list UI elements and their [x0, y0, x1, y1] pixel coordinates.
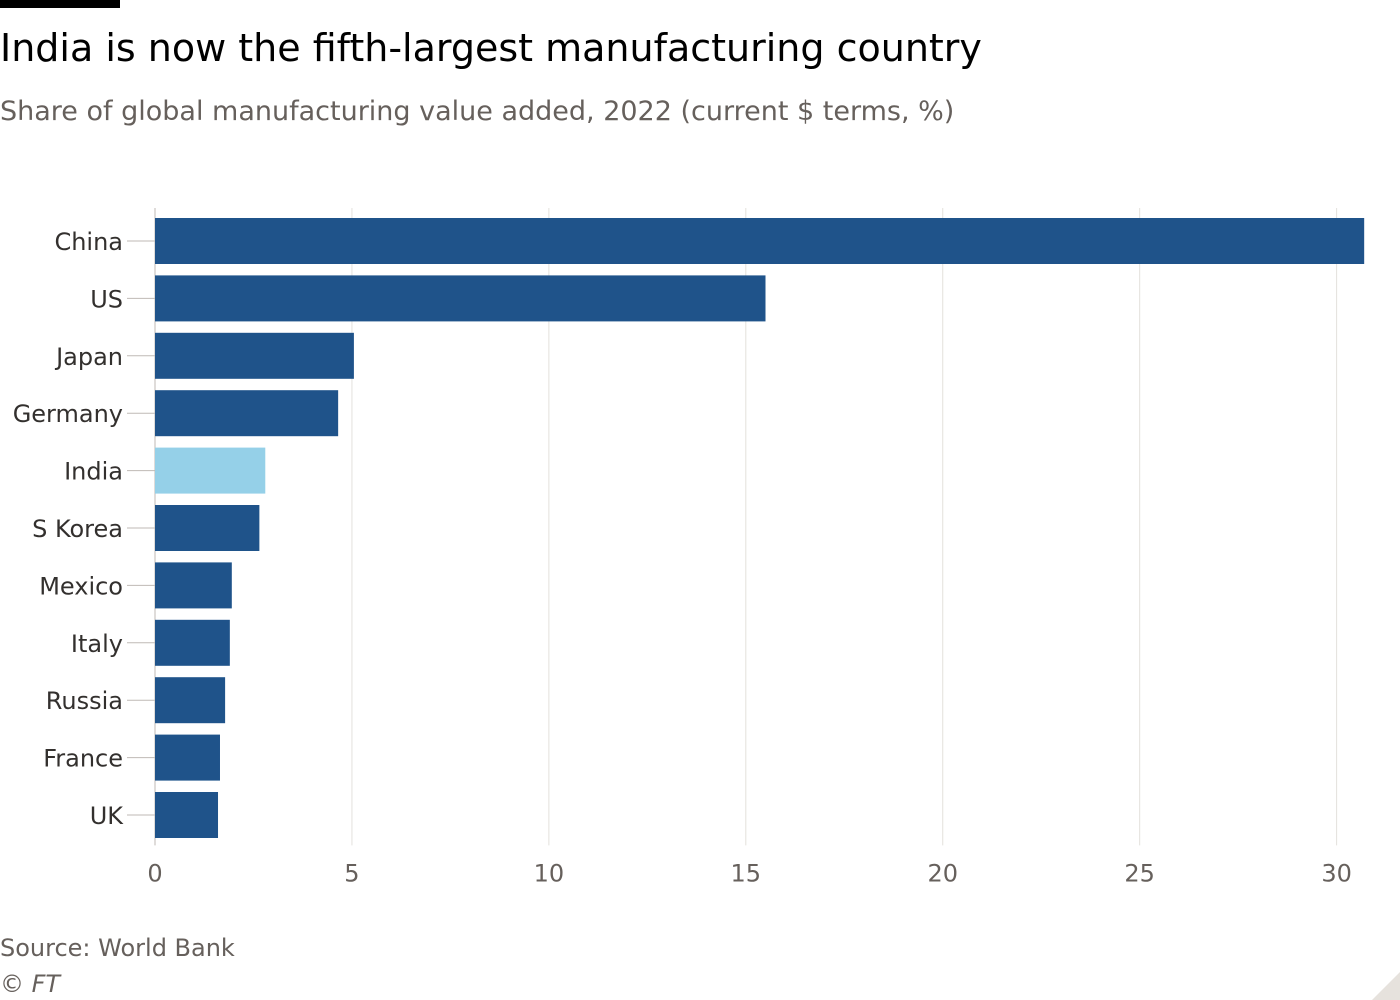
category-label: Mexico — [39, 572, 123, 600]
bar-china — [155, 218, 1365, 264]
x-tick-label: 0 — [147, 859, 162, 887]
x-tick-label: 5 — [344, 859, 359, 887]
bar-italy — [155, 619, 230, 666]
category-label: France — [43, 745, 123, 773]
bar-s-korea — [155, 505, 260, 551]
category-label: S Korea — [32, 515, 123, 543]
x-tick-label: 20 — [927, 859, 958, 887]
corner-fold — [1372, 972, 1400, 1000]
category-label: China — [54, 228, 123, 256]
category-label: US — [90, 285, 123, 313]
x-tick-label: 10 — [534, 859, 565, 887]
bar-mexico — [155, 562, 232, 609]
x-tick-label: 15 — [731, 859, 762, 887]
category-label: Germany — [13, 400, 123, 428]
bar-chart: China US Japan Germany India S Korea Mexico Ita… — [13, 208, 1365, 887]
category-label: UK — [90, 802, 125, 830]
bar-france — [155, 734, 220, 781]
chart-subtitle: Share of global manufacturing value adde… — [0, 96, 955, 127]
x-tick-label: 30 — [1321, 859, 1352, 887]
category-label: India — [64, 458, 123, 486]
bar-india — [155, 447, 266, 494]
category-label: Italy — [71, 630, 123, 658]
brand-bar — [0, 0, 120, 8]
category-label: Russia — [46, 687, 123, 715]
bar-russia — [155, 677, 226, 724]
bar-uk — [155, 792, 219, 838]
x-tick-label: 25 — [1124, 859, 1155, 887]
source-note: Source: World Bank — [0, 934, 235, 962]
bar-us — [155, 275, 766, 322]
chart-title: India is now the fifth-largest manufactu… — [0, 26, 982, 70]
category-label: Japan — [54, 343, 123, 371]
bar-germany — [155, 390, 339, 437]
bar-japan — [155, 332, 354, 379]
ft-credit: © FT — [0, 970, 61, 998]
